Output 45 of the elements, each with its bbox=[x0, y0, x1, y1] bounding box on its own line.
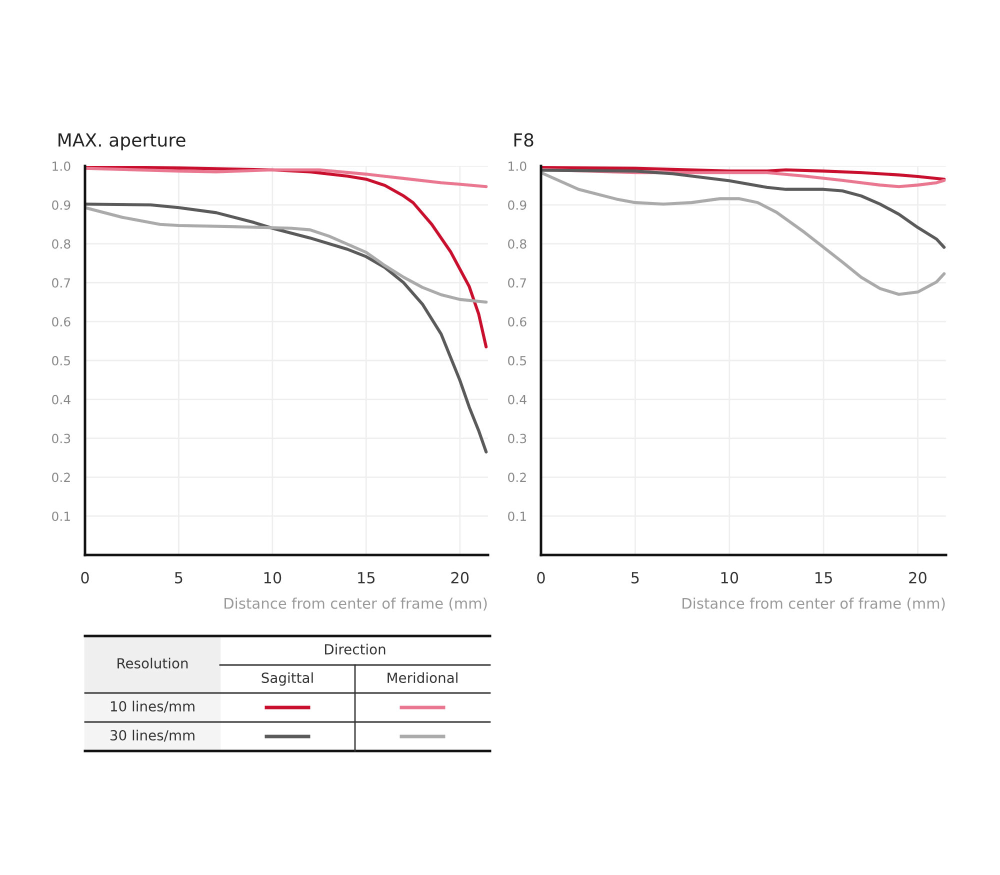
x-tick-label: 0 bbox=[537, 572, 545, 584]
y-tick-label: 0.6 bbox=[508, 317, 526, 327]
text: Direction bbox=[324, 644, 386, 655]
x-axis-title: Distance from center of frame (mm) bbox=[224, 598, 487, 611]
x-tick-label: 15 bbox=[816, 572, 832, 584]
y-tick-label: 0.7 bbox=[52, 278, 70, 288]
y-tick-label: 0.4 bbox=[52, 394, 70, 404]
chart-title: MAX. aperture bbox=[58, 133, 186, 150]
y-tick-label: 0.5 bbox=[508, 356, 526, 366]
y-tick-label: 0.8 bbox=[508, 239, 526, 249]
x-tick-label: 10 bbox=[264, 572, 282, 584]
y-tick-label: 0.9 bbox=[52, 200, 70, 210]
y-tick-label: 0.3 bbox=[52, 434, 70, 444]
text: Resolution bbox=[118, 658, 188, 669]
chart-title: F8 bbox=[514, 133, 534, 147]
y-tick-label: 0.6 bbox=[52, 317, 70, 327]
y-tick-label: 1.0 bbox=[52, 161, 70, 171]
line-series bbox=[541, 171, 946, 296]
y-tick-label: 0.5 bbox=[52, 356, 70, 366]
y-tick-label: 0.1 bbox=[52, 512, 70, 522]
line-series bbox=[85, 206, 488, 304]
text: Meridional bbox=[388, 672, 458, 684]
text: 10 lines/mm bbox=[110, 700, 194, 713]
x-tick-label: 15 bbox=[358, 572, 375, 584]
y-tick-label: 0.3 bbox=[508, 434, 526, 444]
x-tick-label: 20 bbox=[451, 572, 469, 584]
y-tick-label: 0.2 bbox=[508, 472, 526, 482]
y-tick-label: 0.1 bbox=[508, 512, 526, 522]
x-axis-title: Distance from center of frame (mm) bbox=[682, 598, 945, 611]
x-tick-label: 0 bbox=[81, 572, 89, 584]
text: Sagittal bbox=[262, 672, 313, 686]
text: 30 lines/mm bbox=[110, 730, 194, 742]
x-tick-label: 10 bbox=[721, 572, 738, 584]
y-tick-label: 0.8 bbox=[52, 239, 70, 249]
line-series bbox=[85, 166, 488, 188]
x-tick-label: 5 bbox=[632, 572, 639, 584]
y-tick-label: 0.2 bbox=[52, 472, 70, 482]
y-tick-label: 0.7 bbox=[508, 278, 526, 288]
x-tick-label: 20 bbox=[909, 572, 926, 584]
line-series bbox=[541, 168, 946, 249]
line-series bbox=[85, 202, 488, 454]
y-tick-label: 0.4 bbox=[508, 394, 526, 404]
x-tick-label: 5 bbox=[175, 572, 182, 584]
y-tick-label: 1.0 bbox=[508, 161, 526, 171]
y-tick-label: 0.9 bbox=[508, 200, 526, 210]
